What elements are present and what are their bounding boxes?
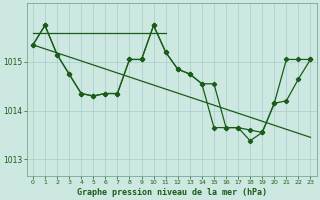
X-axis label: Graphe pression niveau de la mer (hPa): Graphe pression niveau de la mer (hPa) [77, 188, 267, 197]
